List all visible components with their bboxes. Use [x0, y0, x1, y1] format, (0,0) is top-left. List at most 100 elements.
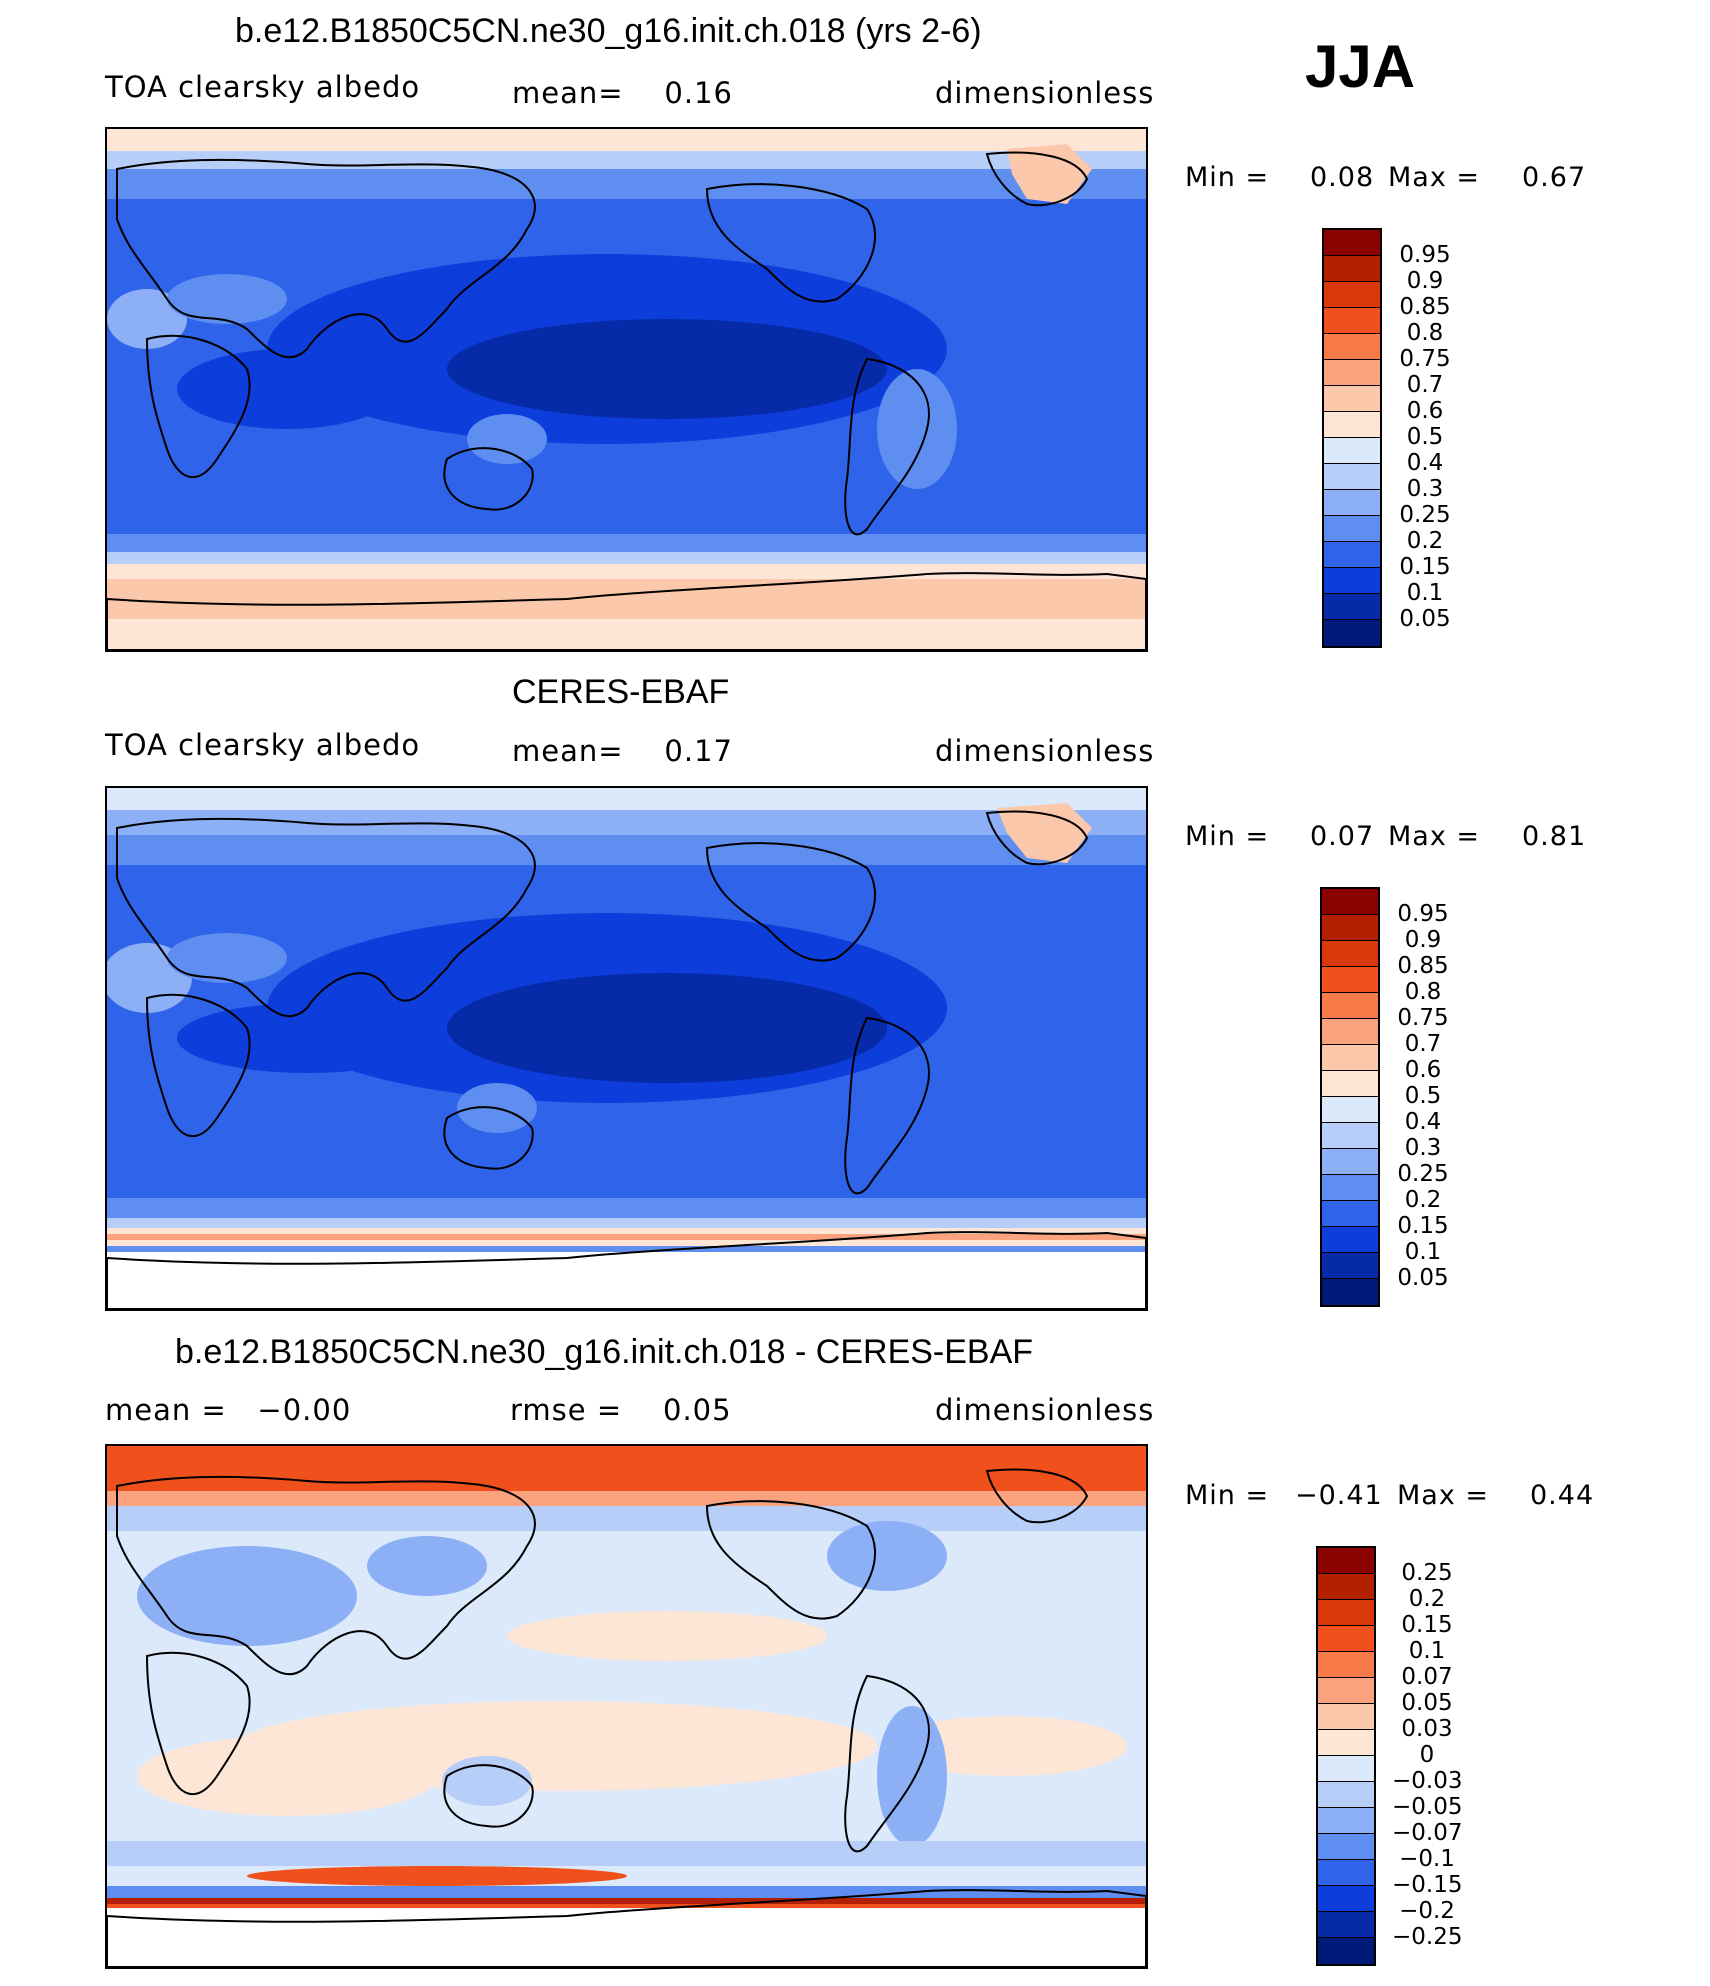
colorbar-tick-label: 0.1 [1404, 1239, 1442, 1265]
colorbar-segment [1318, 1652, 1374, 1678]
colorbar-tick-label: 0.05 [1399, 606, 1451, 632]
colorbar-tick-label: 0.95 [1399, 242, 1451, 268]
colorbar-tick-label: 0 [1419, 1742, 1435, 1768]
colorbar-tick-label: 0.2 [1404, 1187, 1442, 1213]
colorbar-segment [1322, 993, 1378, 1019]
colorbar-tick-label: 0.1 [1408, 1638, 1446, 1664]
colorbar-segment [1322, 1045, 1378, 1071]
colorbar-segment [1318, 1912, 1374, 1938]
colorbar-tick-label: 0.03 [1401, 1716, 1453, 1742]
colorbar-segment [1324, 386, 1380, 412]
panel-2-units-label: dimensionless [935, 734, 1155, 768]
colorbar-tick-label: 0.15 [1397, 1213, 1449, 1239]
panel-3-title: b.e12.B1850C5CN.ne30_g16.init.ch.018 - C… [175, 1333, 1034, 1371]
colorbar-tick-label: 0.3 [1404, 1135, 1442, 1161]
colorbar-segment [1318, 1678, 1374, 1704]
panel-1-min-value: 0.08 [1310, 162, 1375, 193]
colorbar-tick-label: 0.07 [1401, 1664, 1453, 1690]
colorbar-tick-label: −0.07 [1392, 1820, 1463, 1846]
colorbar-segment [1324, 282, 1380, 308]
season-label: JJA [1305, 33, 1416, 100]
panel-3-colorbar [1316, 1546, 1376, 1966]
panel-1-units-label: dimensionless [935, 76, 1155, 110]
colorbar-tick-label: 0.6 [1406, 398, 1444, 424]
colorbar-segment [1318, 1600, 1374, 1626]
colorbar-tick-label: 0.1 [1406, 580, 1444, 606]
colorbar-tick-label: 0.5 [1404, 1083, 1442, 1109]
panel-1-map [105, 127, 1148, 652]
colorbar-tick-label: −0.1 [1399, 1846, 1455, 1872]
colorbar-tick-label: 0.8 [1406, 320, 1444, 346]
panel-1-min-label: Min = [1185, 162, 1270, 193]
panel-1-max-value: 0.67 [1522, 162, 1587, 193]
colorbar-tick-label: 0.2 [1408, 1586, 1446, 1612]
colorbar-segment [1324, 334, 1380, 360]
colorbar-tick-label: 0.75 [1397, 1005, 1449, 1031]
panel-2-title: CERES-EBAF [512, 673, 730, 711]
colorbar-tick-label: 0.8 [1404, 979, 1442, 1005]
colorbar-tick-label: 0.25 [1399, 502, 1451, 528]
colorbar-tick-label: 0.3 [1406, 476, 1444, 502]
colorbar-segment [1324, 438, 1380, 464]
colorbar-segment [1322, 1097, 1378, 1123]
colorbar-tick-label: 0.2 [1406, 528, 1444, 554]
colorbar-segment [1318, 1860, 1374, 1886]
colorbar-segment [1318, 1756, 1374, 1782]
colorbar-tick-label: 0.7 [1406, 372, 1444, 398]
colorbar-tick-label: 0.9 [1404, 927, 1442, 953]
colorbar-segment [1322, 915, 1378, 941]
panel-3-map [105, 1444, 1148, 1969]
colorbar-segment [1318, 1938, 1374, 1964]
panel-2-colorbar [1320, 887, 1380, 1307]
colorbar-segment [1318, 1626, 1374, 1652]
colorbar-segment [1324, 568, 1380, 594]
colorbar-segment [1322, 1019, 1378, 1045]
colorbar-tick-label: 0.75 [1399, 346, 1451, 372]
colorbar-tick-label: 0.25 [1397, 1161, 1449, 1187]
panel-1-variable-label: TOA clearsky albedo [105, 70, 421, 104]
colorbar-segment [1324, 490, 1380, 516]
colorbar-tick-label: 0.4 [1404, 1109, 1442, 1135]
panel-1-mean-label: mean= 0.16 [512, 76, 733, 110]
panel-3-max-value: 0.44 [1530, 1480, 1595, 1511]
panel-2-map-field [107, 788, 1146, 1309]
panel-2-max-value: 0.81 [1522, 821, 1587, 852]
colorbar-tick-label: −0.15 [1392, 1872, 1463, 1898]
panel-3-min-label: Min = [1185, 1480, 1270, 1511]
panel-1-map-field [107, 129, 1146, 650]
colorbar-tick-label: 0.95 [1397, 901, 1449, 927]
colorbar-tick-label: 0.7 [1404, 1031, 1442, 1057]
colorbar-segment [1318, 1548, 1374, 1574]
colorbar-segment [1318, 1886, 1374, 1912]
colorbar-segment [1318, 1574, 1374, 1600]
colorbar-tick-label: 0.4 [1406, 450, 1444, 476]
colorbar-tick-label: 0.25 [1401, 1560, 1453, 1586]
colorbar-tick-label: −0.03 [1392, 1768, 1463, 1794]
colorbar-tick-label: −0.05 [1392, 1794, 1463, 1820]
panel-2-variable-label: TOA clearsky albedo [105, 728, 421, 762]
colorbar-tick-label: 0.05 [1401, 1690, 1453, 1716]
colorbar-segment [1322, 1253, 1378, 1279]
panel-2-mean-label: mean= 0.17 [512, 734, 733, 768]
colorbar-segment [1324, 620, 1380, 646]
colorbar-segment [1322, 1175, 1378, 1201]
colorbar-segment [1324, 412, 1380, 438]
panel-1-max-label: Max = [1388, 162, 1481, 193]
colorbar-segment [1318, 1782, 1374, 1808]
colorbar-segment [1318, 1834, 1374, 1860]
colorbar-segment [1318, 1808, 1374, 1834]
colorbar-tick-label: 0.5 [1406, 424, 1444, 450]
colorbar-tick-label: −0.2 [1399, 1898, 1455, 1924]
panel-3-rmse-label: rmse = 0.05 [510, 1393, 732, 1427]
colorbar-segment [1322, 1071, 1378, 1097]
colorbar-segment [1322, 1201, 1378, 1227]
colorbar-segment [1322, 1149, 1378, 1175]
colorbar-segment [1324, 594, 1380, 620]
colorbar-tick-label: 0.85 [1397, 953, 1449, 979]
panel-1-colorbar [1322, 228, 1382, 648]
panel-3-map-field [107, 1446, 1146, 1967]
colorbar-segment [1324, 230, 1380, 256]
colorbar-segment [1322, 1279, 1378, 1305]
colorbar-segment [1324, 516, 1380, 542]
colorbar-segment [1322, 1227, 1378, 1253]
